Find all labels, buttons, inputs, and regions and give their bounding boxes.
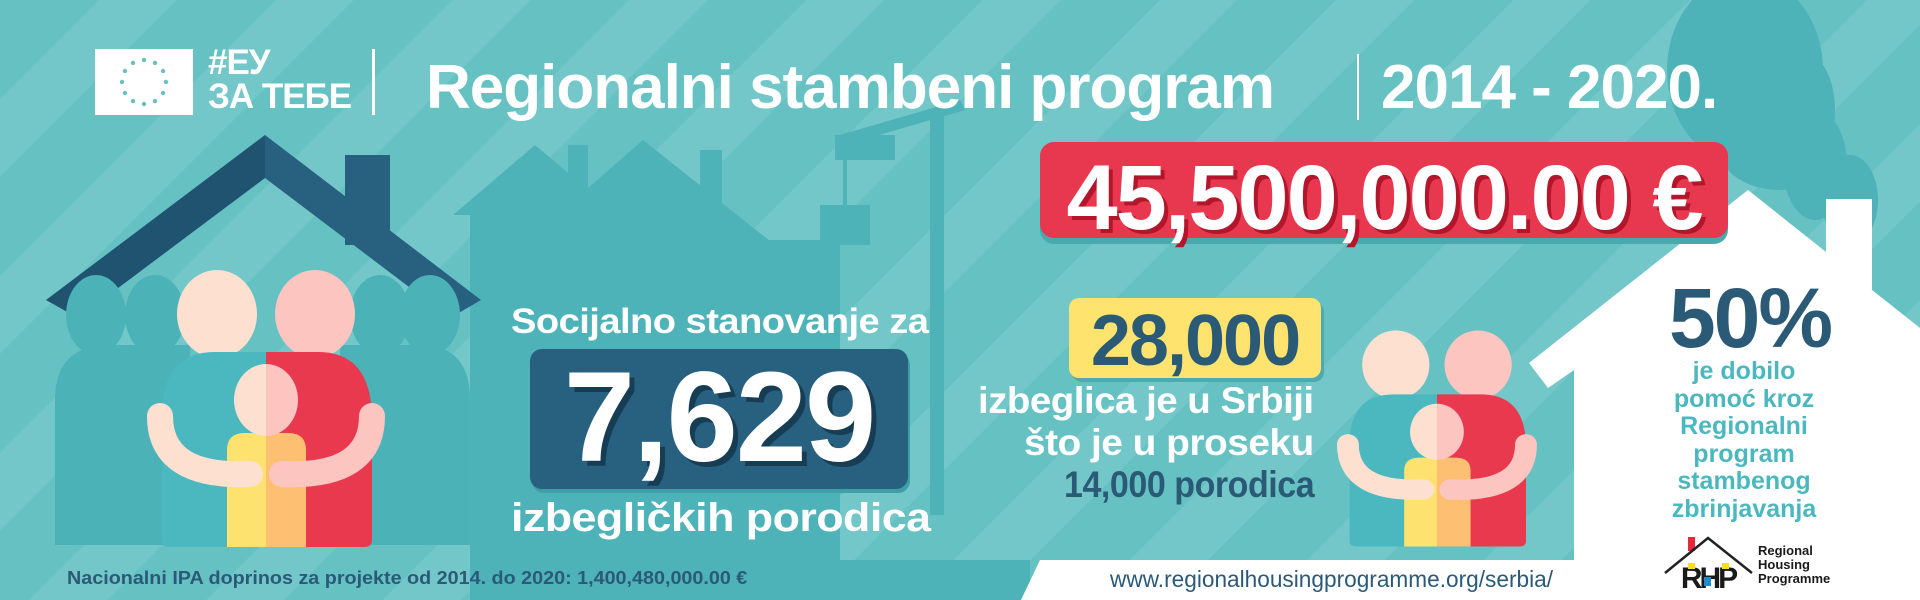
refugee-badge [1069, 298, 1321, 378]
refugee-number: 28,000 [1090, 301, 1301, 381]
assistance-line: je dobilo [1692, 357, 1796, 385]
header-divider [372, 49, 375, 115]
assistance-line: pomoć kroz [1673, 384, 1815, 413]
website-link[interactable]: www.regionalhousingprogramme.org/serbia/ [1110, 566, 1554, 592]
rhp-line-3: Programme [1758, 571, 1831, 586]
refugee-line-2: što je u proseku [1024, 422, 1314, 463]
eu-stars-icon [119, 57, 169, 107]
eu-star-icon [119, 79, 125, 85]
assistance-percent: 50% [1668, 271, 1833, 365]
eu-for-you-tag: #ЕУ ЗА ТЕБЕ [208, 43, 352, 116]
eu-star-icon [163, 79, 169, 85]
eu-star-icon [130, 60, 136, 66]
refugee-line-1: izbeglica je u Srbiji [978, 380, 1314, 421]
crowd-silhouettes-icon [55, 275, 470, 545]
rhp-logo-text: Regional Housing Programme [1758, 544, 1830, 586]
assistance-line: program [1693, 439, 1795, 468]
eu-star-icon [130, 98, 136, 104]
eu-star-icon [122, 90, 128, 96]
ipa-contribution-note: Nacionalni IPA doprinos za projekte od 2… [67, 568, 748, 588]
smoke-cloud-icon [1667, 0, 1878, 245]
page-title: Regionalni stambeni program [426, 53, 1275, 122]
eu-star-icon [160, 68, 166, 74]
white-house-shape [1021, 190, 1920, 600]
assistance-line: zbrinjavanja [1671, 494, 1817, 523]
eu-star-icon [152, 60, 158, 66]
families-number: 7,629 [563, 346, 876, 489]
family-small-icon [1337, 330, 1537, 547]
eu-star-icon [160, 90, 166, 96]
budget-amount: 45,500,000.00 € [1066, 147, 1703, 249]
eu-star-icon [141, 57, 147, 63]
assistance-text: je dobilo pomoć kroz Regionalni program … [1654, 357, 1834, 523]
assistance-line: Regionalni [1680, 412, 1808, 440]
header-divider-2 [1357, 54, 1359, 120]
families-badge [530, 349, 908, 489]
rhp-line-2: Housing [1758, 557, 1810, 572]
eu-star-icon [152, 98, 158, 104]
eu-flag-logo [95, 49, 193, 115]
social-housing-label: Socijalno stanovanje za [511, 302, 929, 341]
house-roof-icon [46, 135, 481, 318]
assistance-line: stambenog [1677, 467, 1811, 495]
eu-tag-line1: #ЕУ [208, 43, 271, 82]
budget-badge [1040, 142, 1728, 238]
eu-star-icon [122, 68, 128, 74]
families-label: izbegličkih porodica [511, 496, 931, 540]
refugee-line-3: 14,000 porodica [1063, 464, 1315, 505]
eu-star-icon [141, 101, 147, 107]
program-years: 2014 - 2020. [1381, 53, 1718, 122]
rhp-logo-icon: RHP [1664, 536, 1753, 595]
eu-tag-line2: ЗА ТЕБЕ [208, 77, 352, 116]
family-icon [147, 270, 385, 547]
rhp-line-1: Regional [1758, 543, 1813, 558]
